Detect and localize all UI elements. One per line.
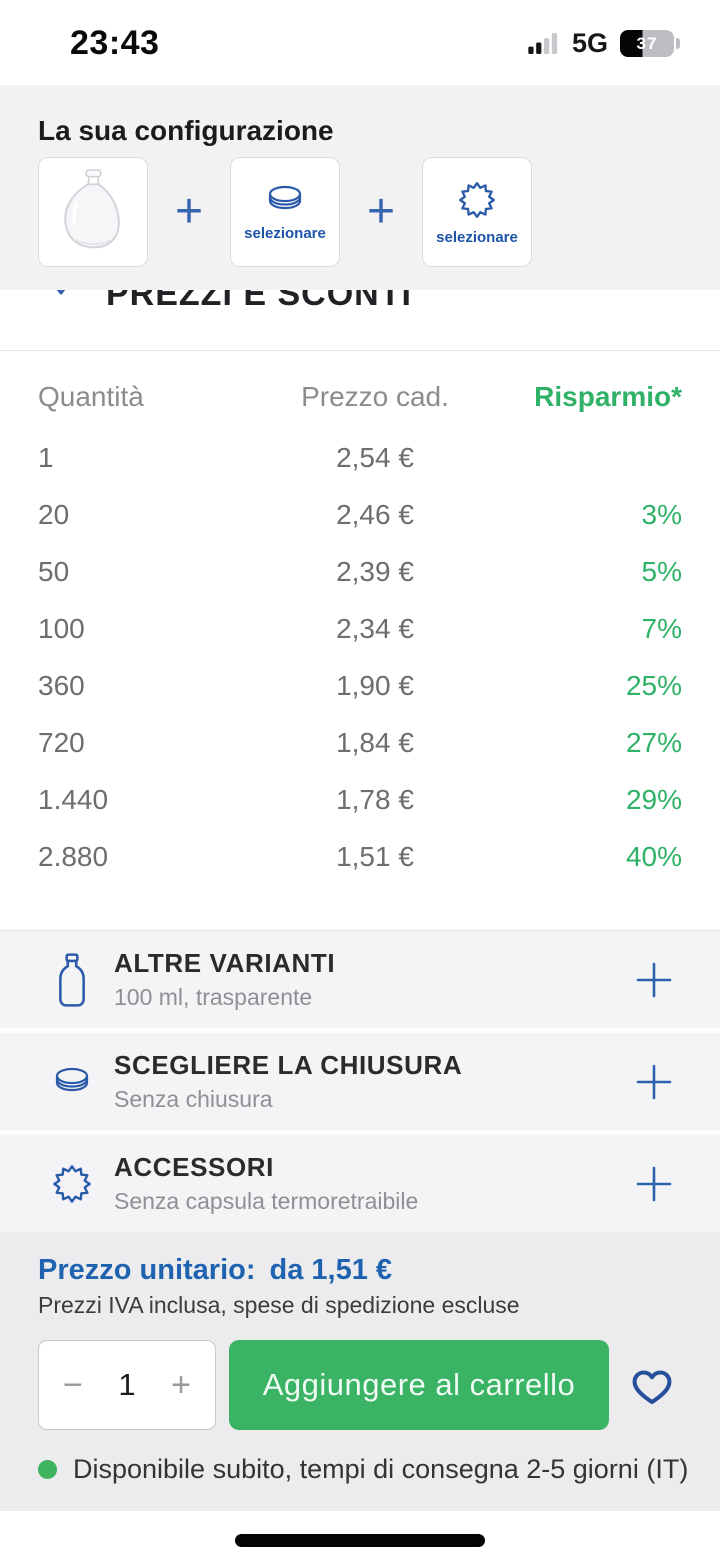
- cell-quantity: 1: [38, 441, 54, 473]
- wishlist-heart-button[interactable]: [624, 1340, 680, 1430]
- signal-strength-icon: [528, 33, 558, 54]
- cell-savings: 3%: [641, 498, 682, 530]
- price-table: Quantità Prezzo cad. Risparmio* 1 2,54 €…: [0, 351, 720, 885]
- cell-savings: 25%: [625, 669, 682, 701]
- increase-quantity-button[interactable]: +: [171, 1366, 191, 1404]
- cell-quantity: 50: [38, 555, 70, 587]
- table-row: 2.880 1,51 € 40%: [38, 828, 682, 885]
- plus-separator: +: [366, 185, 396, 238]
- select-capsule-label: selezionare: [436, 228, 518, 246]
- availability-text: Disponibile subito, tempi di consegna 2-…: [73, 1454, 689, 1484]
- cell-savings: 7%: [641, 612, 682, 644]
- heart-icon: [632, 1370, 672, 1405]
- section-scegliere-la-chiusura[interactable]: SCEGLIERE LA CHIUSURA Senza chiusura: [0, 1033, 720, 1130]
- expand-plus-icon[interactable]: [632, 962, 676, 998]
- purchase-footer: Prezzo unitario: da 1,51 € Prezzi IVA in…: [0, 1232, 720, 1511]
- vat-note: Prezzi IVA inclusa, spese di spedizione …: [38, 1292, 520, 1318]
- configuration-title: La sua configurazione: [38, 115, 334, 146]
- cell-quantity: 720: [38, 726, 85, 758]
- option-sections: ALTRE VARIANTI 100 ml, trasparente SCEGL…: [0, 930, 720, 1232]
- cell-price: 1,78 €: [336, 783, 414, 815]
- cell-savings: 40%: [625, 840, 682, 872]
- closure-icon: [44, 1065, 100, 1099]
- unit-price-label: Prezzo unitario:: [38, 1254, 256, 1286]
- config-card-capsule[interactable]: selezionare: [422, 157, 532, 267]
- prices-sheet: PREZZI E SCONTI Quantità Prezzo cad. Ris…: [0, 270, 720, 930]
- capsule-icon: [44, 1162, 100, 1206]
- section-title: ALTRE VARIANTI: [114, 948, 336, 978]
- cell-price: 1,51 €: [336, 840, 414, 872]
- table-row: 1 2,54 €: [38, 429, 682, 486]
- unit-price-value: da 1,51 €: [269, 1254, 393, 1286]
- cell-quantity: 20: [38, 498, 70, 530]
- col-unit-price: Prezzo cad.: [301, 381, 449, 412]
- section-subtitle: Senza capsula termoretraibile: [114, 1188, 419, 1214]
- in-stock-dot-icon: [38, 1460, 57, 1479]
- divider: [0, 350, 720, 351]
- cell-price: 2,34 €: [336, 612, 414, 644]
- bottle-icon: [44, 952, 100, 1008]
- price-table-header: Quantità Prezzo cad. Risparmio*: [38, 351, 682, 429]
- add-to-cart-button[interactable]: Aggiungere al carrello: [229, 1340, 609, 1430]
- quantity-stepper[interactable]: − 1 +: [38, 1340, 216, 1430]
- config-card-closure[interactable]: selezionare: [230, 157, 340, 267]
- cell-quantity: 1.440: [38, 783, 109, 815]
- expand-plus-icon[interactable]: [632, 1166, 676, 1202]
- configuration-strip: La sua configurazione + selezionare: [0, 85, 720, 290]
- expand-plus-icon[interactable]: [632, 1064, 676, 1100]
- select-closure-label: selezionare: [244, 224, 326, 242]
- cell-savings: 5%: [641, 555, 682, 587]
- cell-price: 2,39 €: [336, 555, 414, 587]
- col-savings: Risparmio*: [534, 381, 682, 412]
- section-title: ACCESSORI: [114, 1152, 274, 1182]
- cell-savings: 29%: [625, 783, 682, 815]
- decrease-quantity-button[interactable]: −: [63, 1366, 83, 1404]
- cell-savings: 27%: [625, 726, 682, 758]
- table-row: 360 1,90 € 25%: [38, 657, 682, 714]
- cell-quantity: 2.880: [38, 840, 109, 872]
- clock: 23:43: [70, 24, 160, 62]
- plus-separator: +: [174, 185, 204, 238]
- section-altre-varianti[interactable]: ALTRE VARIANTI 100 ml, trasparente: [0, 931, 720, 1028]
- table-row: 720 1,84 € 27%: [38, 714, 682, 771]
- network-type-label: 5G: [571, 28, 608, 58]
- bottom-safe-area: [0, 1511, 720, 1557]
- table-row: 50 2,39 € 5%: [38, 543, 682, 600]
- table-row: 1.440 1,78 € 29%: [38, 771, 682, 828]
- closure-icon: [268, 185, 302, 209]
- bottle-product-image: [64, 169, 120, 249]
- section-subtitle: 100 ml, trasparente: [114, 984, 313, 1010]
- battery-icon: 37: [620, 30, 680, 57]
- table-row: 100 2,34 € 7%: [38, 600, 682, 657]
- cell-quantity: 360: [38, 669, 85, 701]
- cell-price: 1,84 €: [336, 726, 414, 758]
- section-title: SCEGLIERE LA CHIUSURA: [114, 1050, 463, 1080]
- col-quantity: Quantità: [38, 381, 144, 412]
- cell-quantity: 100: [38, 612, 85, 644]
- battery-percent: 37: [636, 33, 658, 53]
- cell-price: 2,54 €: [336, 441, 414, 473]
- table-row: 20 2,46 € 3%: [38, 486, 682, 543]
- quantity-value[interactable]: 1: [118, 1367, 136, 1402]
- config-card-bottle[interactable]: [38, 157, 148, 267]
- section-subtitle: Senza chiusura: [114, 1086, 273, 1112]
- status-bar: 23:43 5G 37: [0, 0, 720, 85]
- availability-status: Disponibile subito, tempi di consegna 2-…: [38, 1454, 688, 1485]
- home-indicator[interactable]: [235, 1534, 485, 1547]
- capsule-icon: [459, 181, 495, 218]
- section-accessori[interactable]: ACCESSORI Senza capsula termoretraibile: [0, 1135, 720, 1232]
- cell-price: 2,46 €: [336, 498, 414, 530]
- cell-price: 1,90 €: [336, 669, 414, 701]
